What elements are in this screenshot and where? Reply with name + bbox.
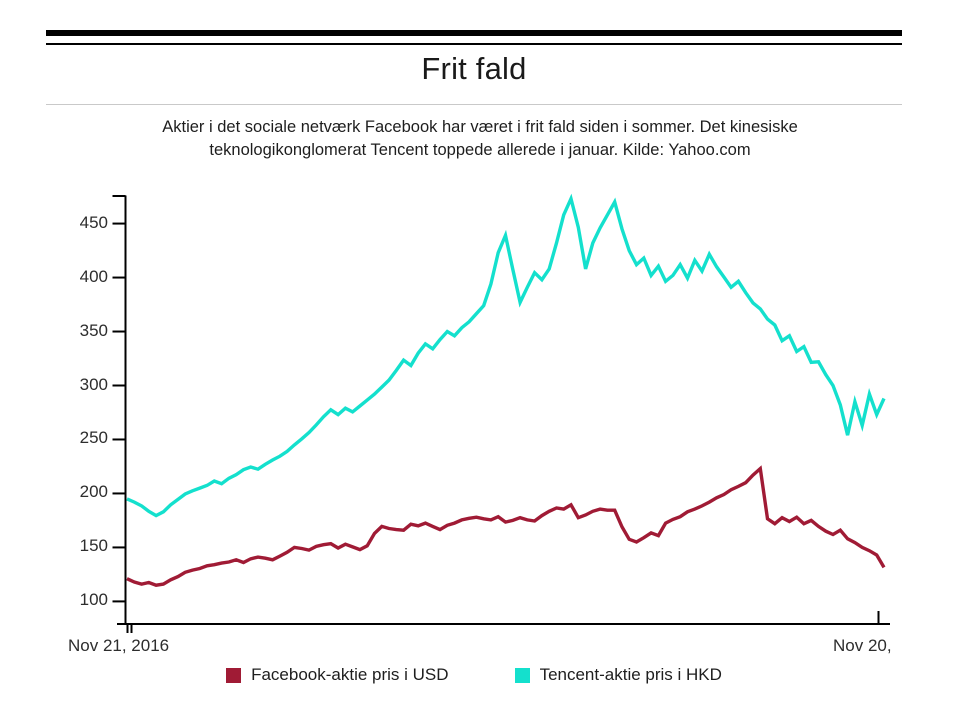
y-tick-label: 250 [79, 428, 108, 448]
y-tick-label: 350 [79, 320, 108, 340]
header-rule-thin [46, 43, 902, 45]
page-title: Frit fald [421, 51, 527, 86]
tencent-series-swatch-icon [514, 667, 530, 683]
y-tick-label: 450 [79, 212, 108, 232]
legend-label-tencent: Tencent-aktie pris i HKD [539, 665, 722, 684]
subtitle-line-2: teknologikonglomerat Tencent toppede all… [209, 141, 751, 159]
facebook-series-swatch-icon [226, 667, 242, 683]
x-axis-label-start: Nov 21, 2016 [68, 636, 170, 655]
chart-subtitle: Aktier i det sociale netværk Facebook ha… [0, 116, 960, 162]
header-rule-thick [46, 30, 902, 36]
y-tick-label: 200 [79, 482, 108, 502]
y-tick-label: 300 [79, 374, 108, 394]
y-tick-label: 100 [79, 590, 108, 610]
legend-label-facebook: Facebook-aktie pris i USD [251, 665, 449, 684]
y-tick-label: 400 [79, 266, 108, 286]
chart-legend: Facebook-aktie pris i USD Tencent-aktie … [46, 662, 902, 688]
x-axis-label-end: Nov 20, [833, 636, 892, 655]
series-line-tencent [126, 193, 886, 518]
subtitle-line-1: Aktier i det sociale netværk Facebook ha… [162, 118, 798, 136]
legend-item-tencent: Tencent-aktie pris i HKD [514, 665, 722, 685]
series-line-facebook [126, 465, 886, 587]
y-tick-label: 150 [79, 536, 108, 556]
title-divider [46, 104, 902, 105]
legend-item-facebook: Facebook-aktie pris i USD [226, 665, 449, 685]
